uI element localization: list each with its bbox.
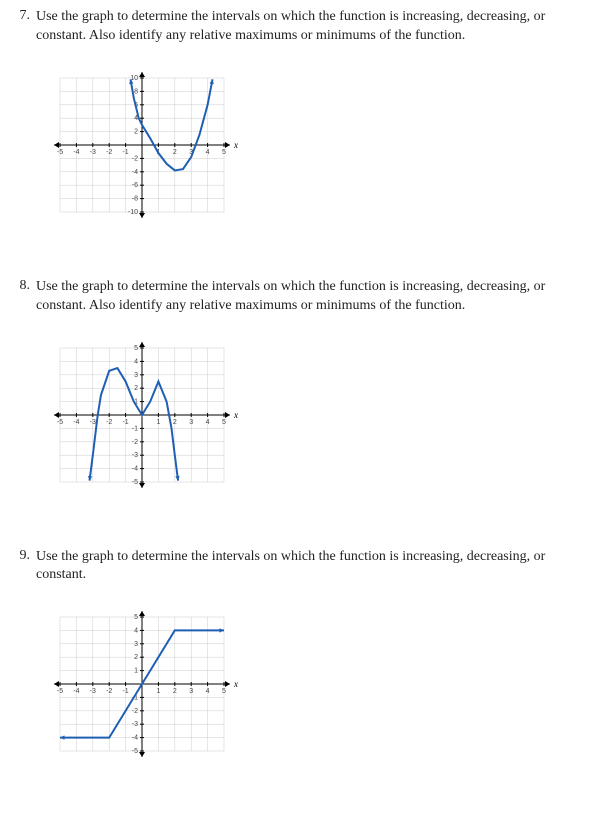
svg-text:-4: -4 — [73, 688, 79, 695]
svg-text:-10: -10 — [128, 209, 138, 216]
problem-text: Use the graph to determine the intervals… — [36, 278, 593, 316]
problem: 7. Use the graph to determine the interv… — [14, 8, 593, 230]
svg-text:-5: -5 — [57, 688, 63, 695]
svg-text:-1: -1 — [122, 419, 128, 426]
svg-text:2: 2 — [134, 128, 138, 135]
svg-text:4: 4 — [134, 358, 138, 365]
problem-text: Use the graph to determine the intervals… — [36, 548, 593, 586]
svg-text:-2: -2 — [106, 149, 112, 156]
svg-text:-3: -3 — [90, 419, 96, 426]
svg-text:2: 2 — [134, 385, 138, 392]
svg-text:-2: -2 — [132, 708, 138, 715]
svg-text:-4: -4 — [132, 169, 138, 176]
svg-text:-5: -5 — [57, 419, 63, 426]
svg-text:1: 1 — [156, 688, 160, 695]
svg-text:1: 1 — [134, 668, 138, 675]
svg-text:x: x — [233, 410, 238, 420]
svg-text:-5: -5 — [132, 479, 138, 486]
problem: 9. Use the graph to determine the interv… — [14, 548, 593, 770]
svg-text:2: 2 — [134, 655, 138, 662]
svg-text:-3: -3 — [132, 722, 138, 729]
problem-graph: -5-4-3-2-112345-5-4-3-2-112345x — [42, 330, 593, 500]
problem-text: Use the graph to determine the intervals… — [36, 8, 593, 46]
svg-text:3: 3 — [189, 688, 193, 695]
svg-text:4: 4 — [206, 419, 210, 426]
svg-text:-2: -2 — [132, 155, 138, 162]
svg-text:2: 2 — [173, 688, 177, 695]
svg-text:4: 4 — [134, 628, 138, 635]
svg-text:-3: -3 — [90, 688, 96, 695]
svg-text:-1: -1 — [122, 688, 128, 695]
svg-text:4: 4 — [206, 149, 210, 156]
svg-text:x: x — [233, 679, 238, 689]
svg-text:2: 2 — [173, 149, 177, 156]
svg-text:3: 3 — [189, 419, 193, 426]
svg-text:-3: -3 — [90, 149, 96, 156]
svg-text:5: 5 — [222, 149, 226, 156]
svg-text:-5: -5 — [132, 748, 138, 755]
svg-text:5: 5 — [134, 614, 138, 621]
problem-graph: -5-4-3-2-112345-5-4-3-2-112345x — [42, 599, 593, 769]
svg-text:-2: -2 — [106, 688, 112, 695]
svg-text:-4: -4 — [73, 149, 79, 156]
svg-text:5: 5 — [134, 345, 138, 352]
svg-text:-1: -1 — [132, 425, 138, 432]
svg-text:-4: -4 — [73, 419, 79, 426]
svg-text:-2: -2 — [132, 438, 138, 445]
svg-text:-3: -3 — [132, 452, 138, 459]
svg-text:-4: -4 — [132, 465, 138, 472]
svg-text:3: 3 — [134, 641, 138, 648]
problem: 8. Use the graph to determine the interv… — [14, 278, 593, 500]
svg-text:8: 8 — [134, 88, 138, 95]
svg-text:x: x — [233, 140, 238, 150]
svg-text:-8: -8 — [132, 195, 138, 202]
svg-text:-4: -4 — [132, 735, 138, 742]
svg-text:-5: -5 — [57, 149, 63, 156]
svg-text:-2: -2 — [106, 419, 112, 426]
problem-number: 8. — [14, 278, 36, 294]
svg-text:-6: -6 — [132, 182, 138, 189]
svg-text:2: 2 — [173, 419, 177, 426]
problem-number: 9. — [14, 548, 36, 564]
problem-number: 7. — [14, 8, 36, 24]
svg-text:3: 3 — [134, 371, 138, 378]
svg-text:-1: -1 — [122, 149, 128, 156]
svg-text:5: 5 — [222, 419, 226, 426]
svg-text:4: 4 — [206, 688, 210, 695]
problem-graph: -5-4-3-2-112345-10-8-6-4-2246810x — [42, 60, 593, 230]
svg-text:5: 5 — [222, 688, 226, 695]
svg-text:1: 1 — [156, 419, 160, 426]
